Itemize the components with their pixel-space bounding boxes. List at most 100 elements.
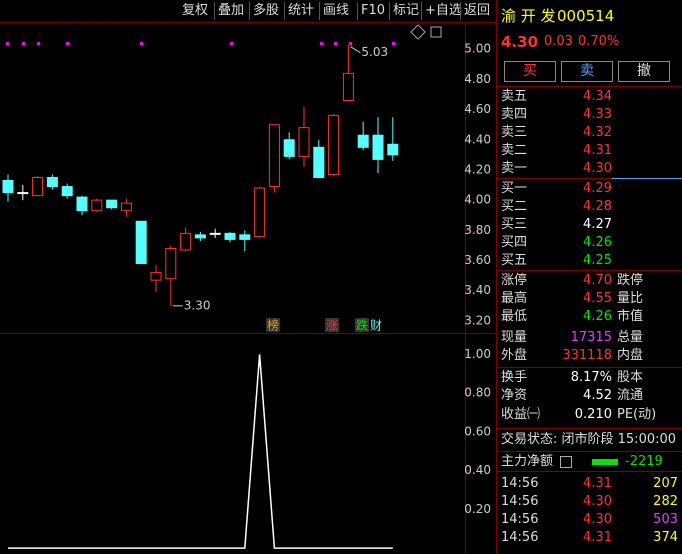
action-button[interactable]: 撤 <box>618 61 670 82</box>
y-tick-label: 0.80 <box>464 386 491 400</box>
toolbar-button[interactable]: 返回 <box>464 3 491 18</box>
y-tick-label: 0.20 <box>464 502 491 516</box>
toolbar-button[interactable]: +自选 <box>425 3 462 18</box>
y-tick-label: 1.00 <box>464 347 491 361</box>
trade-price: 4.30 <box>583 512 612 527</box>
y-tick-label: 3.60 <box>464 253 491 267</box>
divider <box>497 270 682 271</box>
trade-volume: 374 <box>653 530 678 545</box>
stat-value: 4.55 <box>583 291 612 306</box>
main-net-value: -2219 <box>625 454 663 469</box>
marker-bg <box>369 318 383 332</box>
order-price: 4.30 <box>583 161 612 176</box>
stat-label: 涨停 <box>501 273 528 288</box>
stat-value: 8.17% <box>570 370 612 385</box>
candle-body <box>268 124 280 188</box>
y-tick-label: 3.80 <box>464 223 491 237</box>
divider <box>497 471 682 472</box>
candle-body <box>61 186 73 197</box>
candle-body <box>194 234 206 239</box>
order-label: 买五 <box>501 253 528 268</box>
y-tick-label: 5.00 <box>464 42 491 56</box>
order-label: 买四 <box>501 235 528 250</box>
stat-value: 4.26 <box>583 309 612 324</box>
marker-bg <box>355 318 369 332</box>
main-net-label: 主力净额 <box>501 454 554 469</box>
stat-label: 换手 <box>501 370 528 385</box>
divider <box>497 86 682 87</box>
toolbar-button[interactable]: 叠加 <box>218 3 245 18</box>
toolbar-sep <box>319 2 320 20</box>
marker: 榜 <box>267 318 279 333</box>
stat-label: 现量 <box>501 330 528 345</box>
candle-body <box>313 146 325 179</box>
trade-volume: 503 <box>653 512 678 527</box>
toolbar-sep <box>284 2 285 20</box>
stat-label: 量比 <box>617 291 644 306</box>
order-price: 4.27 <box>583 217 612 232</box>
toolbar-button[interactable]: 复权 <box>182 3 209 18</box>
action-button[interactable]: 卖 <box>561 61 613 82</box>
stat-label: 外盘 <box>501 348 528 363</box>
toolbar-button[interactable]: 标记 <box>393 3 420 18</box>
trade-status: 交易状态: 闭市阶段 15:00:00 <box>501 432 677 447</box>
toolbar-sep <box>389 2 390 20</box>
stat-label: 市值 <box>617 309 644 324</box>
annotation-arrow <box>350 46 361 54</box>
marker-bg <box>266 318 280 332</box>
trade-time: 14:56 <box>501 530 539 545</box>
stat-label: PE(动) <box>617 407 657 422</box>
action-button[interactable]: 买 <box>504 61 556 82</box>
stock-code: 000514 <box>557 7 615 25</box>
toolbar-button[interactable]: 画线 <box>323 3 350 18</box>
candle-body <box>17 192 29 195</box>
candle-body <box>387 143 399 156</box>
window-icon[interactable] <box>430 26 442 38</box>
stock-name: 渝 开 发 <box>501 7 556 25</box>
stat-label: 最高 <box>501 291 528 306</box>
order-label: 卖一 <box>501 161 528 176</box>
signal-dot <box>392 42 395 45</box>
order-price: 4.32 <box>583 125 612 140</box>
stat-label: 净资 <box>501 388 528 403</box>
order-label: 卖五 <box>501 89 528 104</box>
change: 0.03 <box>544 34 573 49</box>
diamond-icon[interactable] <box>410 24 426 40</box>
trade-volume: 282 <box>653 494 678 509</box>
y-tick-label: 0.60 <box>464 424 491 438</box>
toolbar-button[interactable]: 统计 <box>288 3 315 18</box>
trade-time: 14:56 <box>501 476 539 491</box>
stat-value: 4.70 <box>583 273 612 288</box>
toolbar-button[interactable]: F10 <box>361 3 386 18</box>
order-price: 4.28 <box>583 199 612 214</box>
trade-price: 4.31 <box>583 476 612 491</box>
toolbar-sep <box>249 2 250 20</box>
candle-body <box>209 232 221 235</box>
trade-volume: 207 <box>653 476 678 491</box>
y-tick-label: 4.80 <box>464 72 491 86</box>
candle-body <box>328 115 340 175</box>
candle-body <box>254 187 266 237</box>
stat-value: 4.52 <box>583 388 612 403</box>
signal-dot <box>140 42 143 45</box>
y-tick-label: 4.60 <box>464 102 491 116</box>
stat-label: 总量 <box>617 330 644 345</box>
annotation: 3.30 <box>184 298 211 312</box>
stat-label: 收益㈠ <box>501 407 541 422</box>
order-price: 4.25 <box>583 253 612 268</box>
toolbar-sep <box>214 2 215 20</box>
order-label: 卖四 <box>501 107 528 122</box>
candle-body <box>298 127 310 157</box>
candle-body <box>180 232 192 251</box>
divider <box>497 451 682 452</box>
y-tick-label: 0.40 <box>464 463 491 477</box>
marker: 跌 <box>356 318 368 333</box>
candle-body <box>135 220 147 265</box>
stat-label: 流通 <box>617 388 644 403</box>
toolbar-button[interactable]: 多股 <box>253 3 280 18</box>
last-price: 4.30 <box>501 33 539 51</box>
trade-price: 4.30 <box>583 494 612 509</box>
stat-value: 17315 <box>570 330 612 345</box>
candle-body <box>150 272 162 281</box>
